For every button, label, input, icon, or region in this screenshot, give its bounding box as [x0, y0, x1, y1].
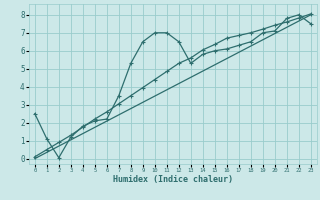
X-axis label: Humidex (Indice chaleur): Humidex (Indice chaleur): [113, 175, 233, 184]
